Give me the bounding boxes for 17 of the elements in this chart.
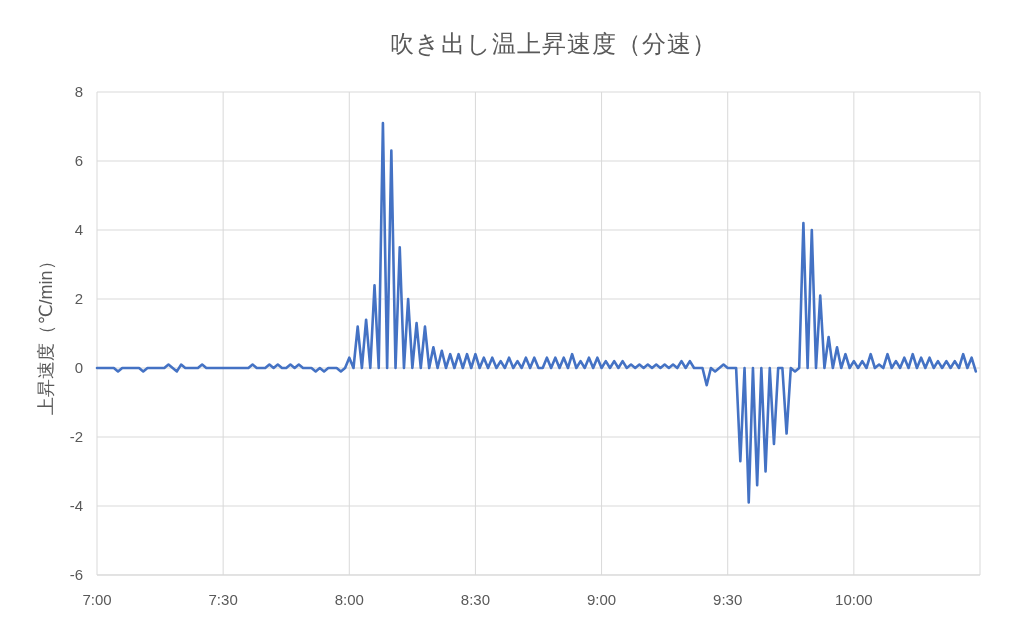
y-tick-label: -2 [69, 428, 83, 445]
y-axis-title: 上昇速度（℃/min） [36, 252, 56, 415]
y-tick-label: 8 [74, 83, 83, 100]
y-tick-label: -4 [69, 497, 83, 514]
y-tick-label: 2 [74, 290, 83, 307]
x-tick-label: 7:30 [208, 591, 238, 608]
y-tick-label: 0 [74, 359, 83, 376]
chart-title: 吹き出し温上昇速度（分速） [390, 30, 717, 57]
y-tick-label: -6 [69, 566, 83, 583]
x-tick-label: 8:30 [460, 591, 491, 608]
x-tick-label: 8:00 [334, 591, 364, 608]
y-tick-label: 4 [74, 221, 83, 238]
x-tick-label: 10:00 [835, 591, 873, 608]
x-tick-label: 7:00 [82, 591, 112, 608]
y-tick-label: 6 [74, 152, 83, 169]
x-tick-label: 9:30 [713, 591, 743, 608]
x-tick-label: 9:00 [586, 591, 617, 608]
